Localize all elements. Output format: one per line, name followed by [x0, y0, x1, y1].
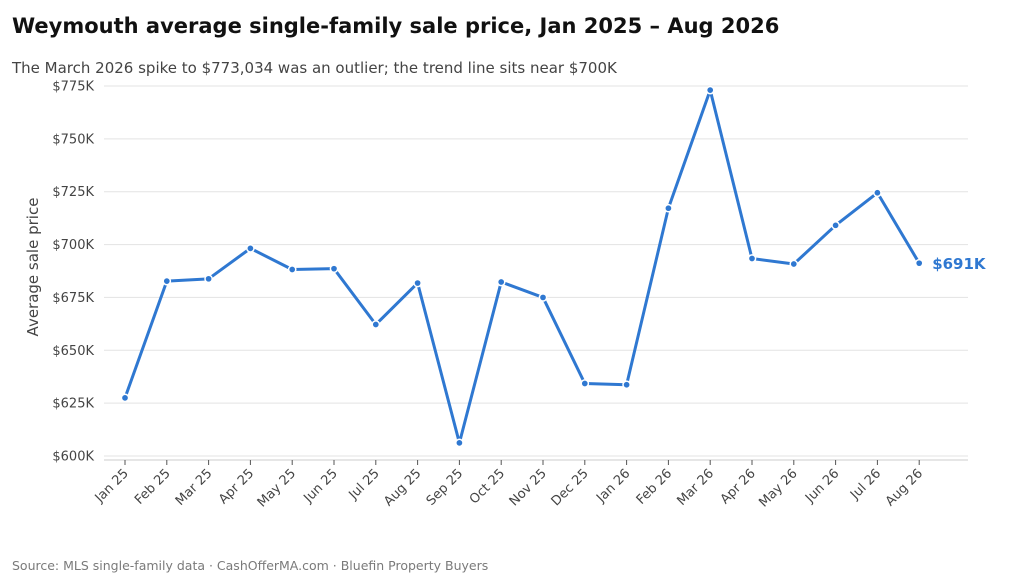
x-tick-label: Nov 25	[507, 466, 550, 509]
x-tick-label: Feb 26	[634, 466, 676, 508]
end-value-label: $691K	[932, 255, 987, 273]
y-tick-label: $625K	[52, 397, 94, 412]
x-tick-label: Oct 25	[467, 466, 508, 507]
x-tick-label: Aug 26	[883, 466, 926, 509]
data-point	[831, 220, 840, 230]
x-tick-label: Apr 25	[216, 466, 257, 507]
data-point	[664, 203, 673, 213]
y-tick-label: $600K	[52, 450, 94, 465]
data-point	[204, 274, 213, 284]
data-point	[580, 379, 590, 388]
x-tick-label: Dec 25	[549, 466, 592, 509]
y-tick-label: $675K	[52, 291, 94, 306]
x-tick-label: Sep 25	[424, 466, 467, 509]
x-tick-label: Aug 25	[381, 466, 424, 509]
y-axis-title: Average sale price	[24, 198, 42, 337]
data-point	[705, 85, 715, 95]
data-point	[789, 259, 799, 269]
data-point	[287, 265, 297, 274]
data-point	[622, 380, 631, 390]
source-note: Source: MLS single-family data · CashOff…	[12, 558, 489, 573]
y-tick-label: $725K	[52, 185, 94, 200]
x-tick-label: Apr 26	[718, 466, 759, 507]
data-point	[496, 277, 506, 287]
y-tick-label: $700K	[52, 238, 94, 253]
x-tick-label: May 25	[255, 466, 299, 510]
data-point	[120, 393, 130, 403]
data-point	[371, 320, 381, 329]
y-tick-label: $775K	[52, 80, 94, 95]
gridlines	[104, 85, 968, 461]
data-point	[413, 278, 422, 288]
x-tick-label: Jul 25	[346, 466, 383, 503]
data-point	[329, 264, 339, 274]
series-line	[123, 88, 921, 445]
x-tick-label: Jan 26	[593, 466, 633, 506]
data-point	[914, 258, 924, 268]
y-tick-label: $650K	[52, 344, 94, 359]
x-tick-label: Mar 25	[173, 466, 216, 509]
data-point	[162, 276, 172, 286]
chart-title: Weymouth average single-family sale pric…	[12, 14, 780, 38]
y-tick-label: $750K	[52, 132, 94, 147]
x-tick-label: Mar 26	[674, 466, 717, 509]
data-point	[246, 244, 255, 253]
x-tick-label: May 26	[756, 466, 800, 510]
data-point	[747, 254, 757, 263]
x-tick-label: Jun 25	[301, 466, 341, 506]
data-point	[455, 438, 464, 448]
x-tick-label: Jan 25	[92, 466, 132, 506]
data-point	[873, 188, 882, 198]
series-layer	[120, 85, 924, 448]
chart-subtitle: The March 2026 spike to $773,034 was an …	[12, 59, 617, 77]
x-tick-label: Jun 26	[802, 466, 842, 506]
x-tick-label: Jul 26	[847, 466, 884, 503]
y-axis-ticks: $600K $625K $650K $675K $700K $725K $750K $775K	[52, 80, 94, 465]
data-point	[538, 293, 548, 302]
x-tick-label: Feb 25	[132, 466, 174, 508]
